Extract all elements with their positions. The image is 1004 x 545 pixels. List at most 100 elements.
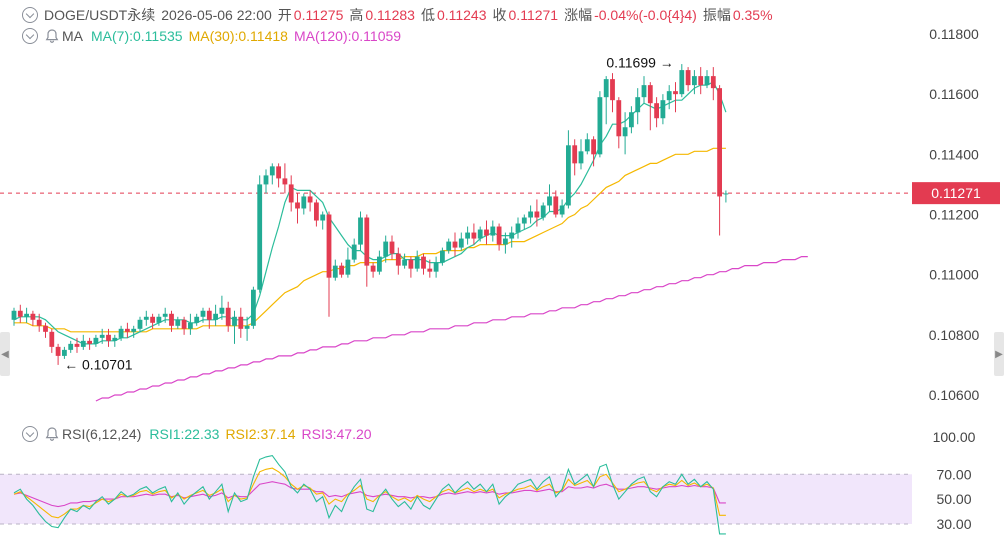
candle xyxy=(395,247,401,275)
candle xyxy=(181,316,187,335)
candle-body xyxy=(610,79,615,101)
candle-body xyxy=(616,100,622,137)
ma7-line xyxy=(13,81,727,345)
candle-body xyxy=(276,166,281,179)
bell-icon[interactable] xyxy=(44,28,60,44)
candle xyxy=(244,316,250,341)
candle-body xyxy=(244,325,250,329)
bell-icon[interactable] xyxy=(44,426,60,442)
candle-body xyxy=(629,112,634,128)
candle-body xyxy=(383,241,389,257)
price-axis-tick: 0.10600 xyxy=(929,387,980,403)
rsi3-line xyxy=(13,481,726,508)
price-axis-tick: 0.11600 xyxy=(929,86,979,102)
candle xyxy=(112,334,118,347)
candle-body xyxy=(377,256,382,272)
candle xyxy=(80,334,86,350)
header-bar: DOGE/USDT永续 2026-05-06 22:00 开 0.11275 高… xyxy=(22,5,779,25)
rsi-axis-tick: 30.00 xyxy=(936,516,971,532)
candle-body xyxy=(698,76,704,86)
amplitude-value: 0.35% xyxy=(732,7,773,23)
candle xyxy=(610,73,615,113)
candle xyxy=(503,232,508,254)
candle-body xyxy=(427,268,433,272)
symbol-label[interactable]: DOGE/USDT永续 xyxy=(44,7,156,23)
candle xyxy=(282,163,288,194)
ma30-line xyxy=(14,147,726,333)
candle xyxy=(654,97,659,128)
candle-body xyxy=(87,340,92,344)
candle-body xyxy=(503,238,508,245)
candle-body xyxy=(471,232,477,239)
candle xyxy=(717,85,722,236)
candle xyxy=(616,97,622,149)
candle-body xyxy=(673,91,678,95)
candle xyxy=(30,310,36,326)
current-price-value: 0.11271 xyxy=(931,185,981,201)
candle xyxy=(710,67,716,101)
candle-body xyxy=(251,289,256,326)
candle xyxy=(263,169,269,194)
candle-body xyxy=(717,88,722,197)
candle xyxy=(629,106,634,134)
candle-body xyxy=(307,196,313,203)
candle xyxy=(692,70,697,95)
candle xyxy=(251,286,256,329)
candle-body xyxy=(540,205,546,218)
candle-body xyxy=(641,85,647,98)
candle xyxy=(553,190,559,218)
candle xyxy=(446,238,452,254)
high-annotation: 0.11699 → xyxy=(606,54,673,70)
rsi3-legend: RSI3:47.20 xyxy=(301,426,372,442)
candle xyxy=(471,223,477,245)
candle-body xyxy=(635,97,641,113)
scroll-right-button[interactable]: ▶ xyxy=(994,332,1004,376)
candle-body xyxy=(99,334,105,338)
price-axis-tick: 0.11800 xyxy=(929,26,979,42)
candle-body xyxy=(553,196,559,215)
ma30-legend: MA(30):0.11418 xyxy=(188,28,288,44)
candle xyxy=(213,304,218,326)
scroll-left-button[interactable]: ◀ xyxy=(0,332,10,376)
collapse-chevron-icon[interactable] xyxy=(22,426,38,442)
candle xyxy=(635,88,641,125)
candle-body xyxy=(395,253,401,266)
candle xyxy=(673,82,678,113)
open-label: 开 xyxy=(277,7,292,23)
rsi2-line xyxy=(13,467,726,519)
candle xyxy=(584,133,590,155)
candle xyxy=(358,211,363,251)
candle-body xyxy=(710,76,716,89)
candle xyxy=(276,163,281,188)
candle xyxy=(364,214,370,287)
candle-body xyxy=(282,178,288,185)
rsi-axis-tick: 50.00 xyxy=(936,491,971,507)
rsi-band xyxy=(0,474,912,524)
candle-body xyxy=(194,316,200,323)
candle-body xyxy=(351,244,357,260)
collapse-chevron-icon[interactable] xyxy=(22,28,38,44)
candle xyxy=(62,346,67,359)
candle-body xyxy=(150,316,155,323)
candle-body xyxy=(433,262,439,272)
candle-body xyxy=(364,217,370,266)
candle xyxy=(175,316,181,329)
candle xyxy=(118,325,124,341)
candle xyxy=(351,238,357,263)
candle-body xyxy=(465,232,470,239)
candle-body xyxy=(49,331,55,347)
candle xyxy=(137,316,143,332)
collapse-chevron-icon[interactable] xyxy=(22,7,38,23)
candle xyxy=(578,139,584,170)
candle-body xyxy=(257,184,263,290)
candle xyxy=(641,76,647,104)
candle-body xyxy=(566,145,571,206)
candle-body xyxy=(452,241,458,248)
price-axis-tick: 0.10800 xyxy=(929,327,980,343)
candle-body xyxy=(528,211,533,218)
price-axis-tick: 0.11200 xyxy=(929,207,979,223)
candle-body xyxy=(370,265,376,272)
candle-body xyxy=(162,313,168,317)
candle-body xyxy=(496,226,502,245)
